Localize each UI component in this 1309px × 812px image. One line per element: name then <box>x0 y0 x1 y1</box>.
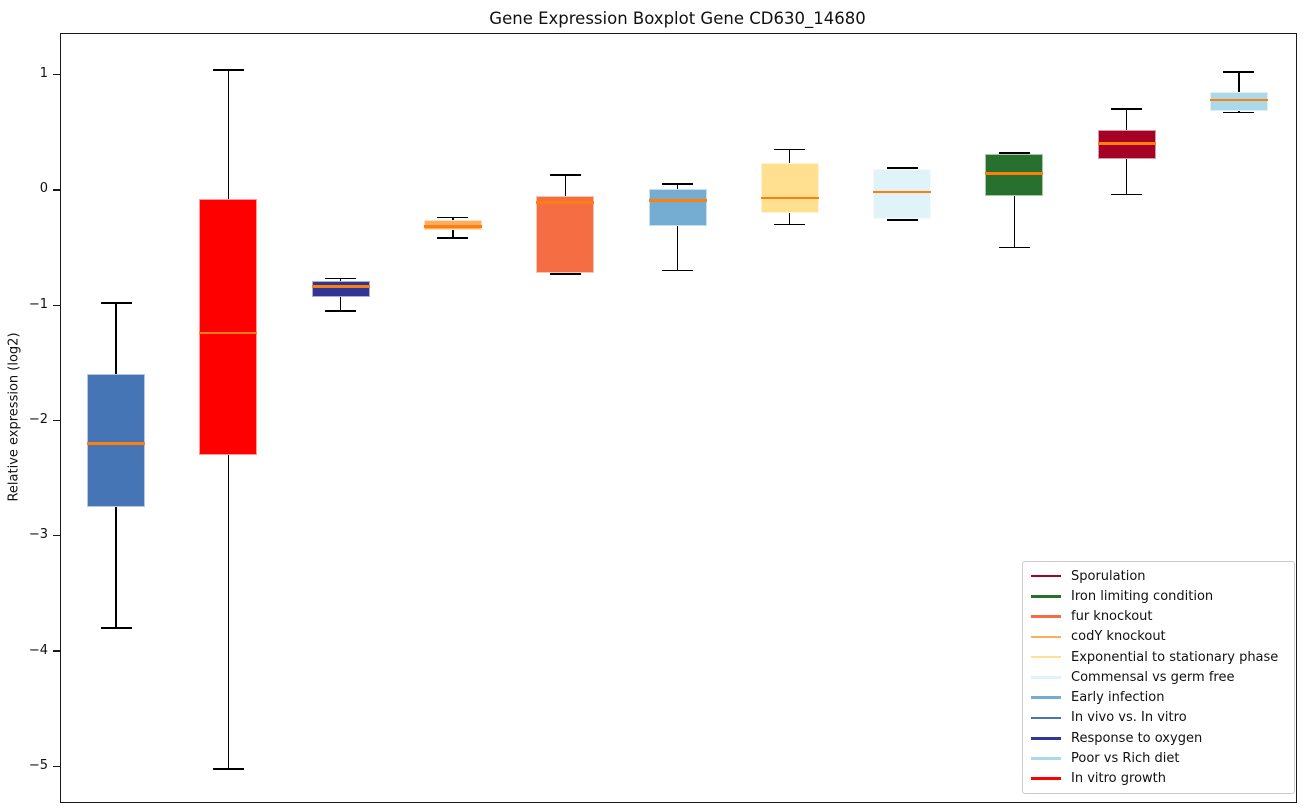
legend-label: Commensal vs germ free <box>1071 669 1235 685</box>
legend-swatch <box>1031 635 1061 639</box>
whisker-cap-top <box>1111 108 1143 110</box>
y-tick-mark <box>53 189 60 191</box>
legend-swatch <box>1031 736 1061 740</box>
box <box>760 163 819 213</box>
median-line <box>985 172 1044 175</box>
legend-label: fur knockout <box>1071 609 1153 625</box>
whisker-cap-bottom <box>437 237 469 240</box>
y-tick-label: −3 <box>28 527 48 543</box>
box <box>536 195 595 273</box>
legend: Sporulation Iron limiting condition fur kn… <box>1022 561 1295 794</box>
y-tick-mark <box>53 304 60 306</box>
legend-item: Exponential to stationary phase <box>1031 647 1286 667</box>
whisker-cap-bottom <box>325 310 357 312</box>
legend-label: Iron limiting condition <box>1071 588 1214 604</box>
whisker-cap-top <box>212 69 244 71</box>
y-tick-mark <box>53 535 60 537</box>
legend-item: Early infection <box>1031 688 1286 708</box>
whisker-cap-top <box>886 167 918 169</box>
legend-item: Response to oxygen <box>1031 728 1286 748</box>
whisker-cap-bottom <box>100 627 132 629</box>
legend-swatch <box>1031 655 1061 659</box>
y-tick-mark <box>53 419 60 422</box>
legend-label: codY knockout <box>1071 629 1166 645</box>
whisker-cap-bottom <box>886 219 918 221</box>
legend-item: Iron limiting condition <box>1031 586 1286 606</box>
legend-item: Commensal vs germ free <box>1031 667 1286 687</box>
median-line <box>648 198 707 202</box>
legend-swatch <box>1031 574 1061 578</box>
legend-swatch <box>1031 615 1061 618</box>
whisker-cap-top <box>1223 71 1255 73</box>
y-tick-label: −5 <box>28 757 48 773</box>
legend-label: Poor vs Rich diet <box>1071 751 1180 767</box>
y-tick-mark <box>53 765 60 768</box>
y-tick-mark <box>53 650 60 652</box>
legend-item: fur knockout <box>1031 607 1286 627</box>
legend-label: Exponential to stationary phase <box>1071 649 1279 665</box>
box <box>423 219 482 231</box>
median-line <box>760 196 819 200</box>
legend-item: In vivo vs. In vitro <box>1031 708 1286 728</box>
legend-item: In vitro growth <box>1031 769 1286 789</box>
whisker-cap-bottom <box>212 767 244 770</box>
whisker-cap-bottom <box>774 223 806 226</box>
median-line <box>873 190 932 194</box>
median-line <box>311 285 370 288</box>
whisker-cap-top <box>662 183 693 185</box>
box <box>199 199 258 456</box>
legend-swatch <box>1031 696 1061 700</box>
legend-swatch <box>1031 716 1061 720</box>
legend-swatch <box>1031 757 1061 760</box>
box <box>648 188 707 226</box>
legend-swatch <box>1031 777 1061 781</box>
median-line <box>199 331 258 335</box>
whisker-line <box>1013 152 1015 248</box>
whisker-cap-top <box>774 148 806 151</box>
whisker-cap-top <box>437 216 469 219</box>
legend-item: codY knockout <box>1031 627 1286 647</box>
median-line <box>536 201 595 204</box>
chart-title: Gene Expression Boxplot Gene CD630_14680 <box>489 9 866 28</box>
y-tick-label: −4 <box>28 642 48 658</box>
legend-swatch <box>1031 595 1061 598</box>
legend-item: Sporulation <box>1031 566 1286 586</box>
whisker-cap-bottom <box>1111 193 1143 196</box>
y-tick-label: −2 <box>28 411 48 427</box>
median-line <box>423 225 482 229</box>
legend-label: Sporulation <box>1071 568 1146 584</box>
legend-item: Poor vs Rich diet <box>1031 748 1286 768</box>
whisker-cap-bottom <box>1223 111 1255 114</box>
box <box>1209 91 1268 112</box>
whisker-cap-top <box>549 174 581 176</box>
whisker-cap-top <box>998 152 1030 154</box>
legend-label: Early infection <box>1071 690 1165 706</box>
legend-label: In vivo vs. In vitro <box>1071 710 1187 726</box>
median-line <box>1097 142 1156 145</box>
y-tick-label: −1 <box>28 296 48 312</box>
y-tick-label: 1 <box>39 66 48 81</box>
whisker-cap-top <box>100 302 132 304</box>
legend-label: Response to oxygen <box>1071 730 1203 746</box>
whisker-line <box>676 184 679 271</box>
whisker-cap-bottom <box>662 269 693 272</box>
whisker-cap-bottom <box>998 246 1030 249</box>
legend-label: In vitro growth <box>1071 771 1166 787</box>
box <box>87 374 146 507</box>
box <box>311 280 370 298</box>
y-tick-label: 0 <box>39 181 48 197</box>
whisker-cap-bottom <box>549 273 581 275</box>
median-line <box>1209 98 1268 102</box>
y-tick-mark <box>53 73 60 76</box>
box <box>873 169 932 219</box>
median-line <box>87 442 146 445</box>
legend-swatch <box>1031 676 1061 679</box>
whisker-cap-top <box>325 277 357 280</box>
